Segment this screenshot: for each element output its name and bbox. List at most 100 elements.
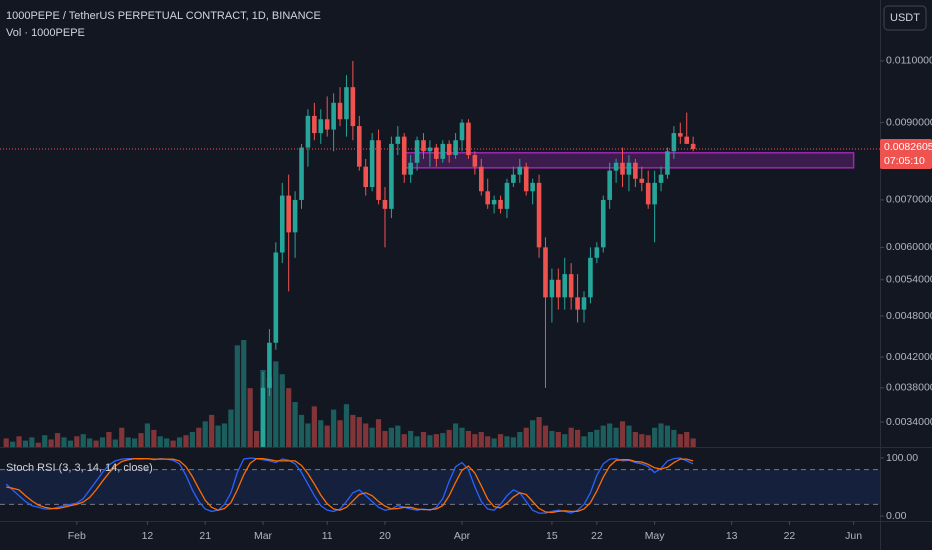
x-tick-label: 15 <box>546 530 558 542</box>
x-tick-label: 21 <box>199 530 211 542</box>
last-price-box <box>880 139 932 170</box>
currency[interactable]: USDT <box>890 12 920 24</box>
volume-bar <box>395 425 401 447</box>
volume-bar <box>67 440 73 447</box>
stoch-line <box>5 457 694 514</box>
volume-bar <box>324 425 330 447</box>
volume-bar <box>645 435 651 447</box>
candle-body <box>639 178 645 183</box>
candle-body <box>498 199 503 209</box>
volume-bar <box>42 435 48 447</box>
candle-body <box>581 297 587 310</box>
volume-bar <box>363 423 369 447</box>
candle-body <box>459 122 465 141</box>
volume-bar <box>151 429 157 447</box>
stoch-line <box>6 457 694 514</box>
candle-body <box>299 147 304 200</box>
candle-body <box>466 122 471 156</box>
volume-bar <box>132 438 138 447</box>
candle-body <box>491 199 497 205</box>
volume-bar <box>157 436 163 447</box>
volume-bar <box>427 435 433 447</box>
candle-body <box>478 166 484 192</box>
volume-bar <box>144 423 151 447</box>
volume-bar <box>286 388 292 447</box>
candle-body <box>665 151 670 175</box>
x-tick-label: Jun <box>845 530 862 542</box>
volume-bar <box>472 434 478 447</box>
y-tick-label: 0.0090000 <box>886 116 932 128</box>
candle-body <box>652 182 657 205</box>
volume-bar <box>48 439 54 447</box>
y-tick-label: 100.00 <box>886 452 918 464</box>
volume-bar <box>491 438 497 447</box>
volume-bar <box>279 374 285 447</box>
candle-body <box>678 133 683 137</box>
candle-body <box>260 387 266 447</box>
indicator-title: Stoch RSI (3, 3, 14, 14, close) <box>6 462 153 474</box>
volume-bar <box>221 423 228 447</box>
volume-bar <box>292 402 298 447</box>
y-tick-label: 0.0054000 <box>886 274 932 286</box>
candle-body <box>382 199 388 209</box>
volume-bar <box>530 420 536 447</box>
volume-bar <box>639 434 645 447</box>
volume-bar <box>266 377 273 447</box>
volume-bar <box>459 427 465 447</box>
volume-bar <box>253 430 260 447</box>
candle-body <box>588 257 593 298</box>
candle-body <box>543 247 548 298</box>
volume-bar <box>517 432 523 447</box>
volume-bar <box>652 427 658 447</box>
candle-body <box>568 274 574 298</box>
volume-bar <box>420 432 427 447</box>
volume-bar <box>337 420 343 447</box>
candle-body <box>645 182 651 205</box>
volume-bar <box>440 433 446 447</box>
last-price-label: 0.0082605 <box>884 141 932 153</box>
volume-bar <box>677 434 683 447</box>
volume-bar <box>106 432 112 447</box>
volume-bar <box>587 432 594 447</box>
candle-body <box>318 119 324 134</box>
volume-bar <box>549 430 555 447</box>
volume-bar <box>99 437 106 447</box>
candle-body <box>446 143 452 156</box>
x-tick-label: 11 <box>322 530 333 542</box>
volume-bar <box>497 434 504 447</box>
candle-body <box>511 174 516 183</box>
volume-bar <box>465 430 472 447</box>
candle-body <box>434 147 439 159</box>
volume-bar <box>209 414 215 447</box>
volume-bar <box>600 425 606 447</box>
volume-bar <box>170 440 176 447</box>
volume-bar <box>16 436 22 447</box>
x-tick-label: Feb <box>68 530 86 542</box>
volume-bar <box>298 414 305 447</box>
volume-bar <box>664 425 671 447</box>
x-tick-label: 22 <box>591 530 603 542</box>
volume-bar <box>388 427 394 447</box>
y-tick-label: 0.0110000 <box>886 55 932 67</box>
currency-button[interactable] <box>883 5 927 31</box>
volume-bar <box>164 438 170 447</box>
volume-bar <box>93 440 99 447</box>
candle-body <box>401 136 407 175</box>
volume-bar <box>29 437 35 447</box>
candle-body <box>408 162 413 175</box>
candle-body <box>472 155 478 167</box>
y-tick-label: 0.0034000 <box>886 416 932 428</box>
volume-bar <box>343 404 350 447</box>
volume-bar <box>401 434 407 447</box>
candle-body <box>286 195 291 233</box>
volume-bar <box>568 427 574 447</box>
volume-bar <box>247 388 253 447</box>
x-tick-label: 20 <box>379 530 391 542</box>
volume-bar <box>125 437 131 447</box>
candle-body <box>369 140 375 188</box>
stoch-pane <box>0 457 880 514</box>
volume-bar <box>542 425 549 447</box>
volume-bar <box>446 429 452 447</box>
volume-bar <box>375 419 382 447</box>
candle-body <box>523 166 529 192</box>
